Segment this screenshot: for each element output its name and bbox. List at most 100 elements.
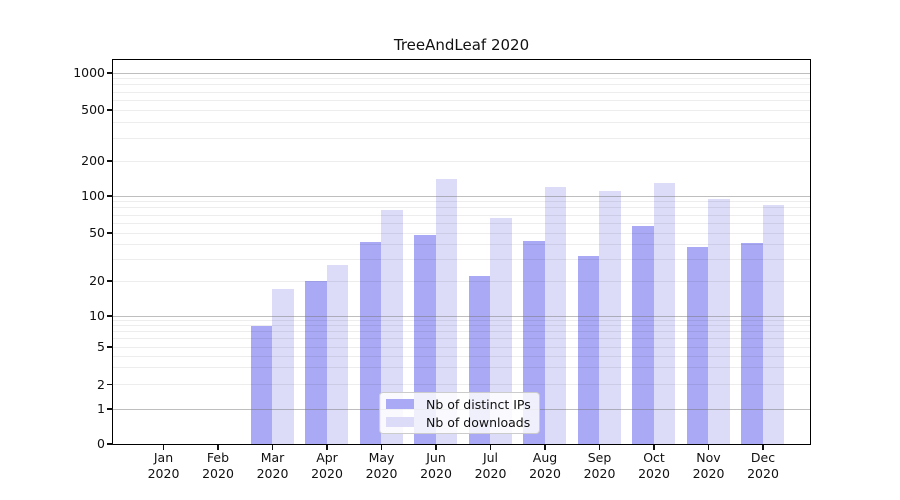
y-tick-mark-500 bbox=[107, 109, 113, 111]
y-tick-label-5: 5 bbox=[97, 339, 105, 354]
y-tick-label-100: 100 bbox=[81, 188, 105, 203]
y-tick-label-2: 2 bbox=[97, 376, 105, 392]
gridline-800 bbox=[113, 84, 810, 86]
x-tick-mark-mar bbox=[271, 445, 274, 450]
legend: Nb of distinct IPs Nb of downloads bbox=[379, 392, 540, 434]
y-tick-label-500: 500 bbox=[81, 102, 105, 117]
bar-downloads-may bbox=[381, 209, 403, 444]
bar-distinct-ips-apr bbox=[305, 281, 327, 444]
x-tick-label-aug: Aug 2020 bbox=[529, 450, 561, 481]
bar-downloads-oct bbox=[653, 182, 675, 444]
gridline-300 bbox=[113, 137, 810, 139]
x-tick-label-oct: Oct 2020 bbox=[638, 450, 670, 481]
y-tick-mark-20 bbox=[107, 280, 113, 282]
gridline-60 bbox=[113, 222, 810, 224]
bar-distinct-ips-mar bbox=[250, 325, 272, 444]
gridline-3 bbox=[113, 367, 810, 369]
x-tick-mark-oct bbox=[653, 445, 655, 450]
x-tick-label-sep: Sep 2020 bbox=[583, 450, 616, 481]
gridline-6 bbox=[113, 338, 810, 340]
gridline-50 bbox=[113, 232, 810, 234]
legend-swatch-downloads bbox=[386, 416, 414, 428]
bar-downloads-apr bbox=[326, 265, 348, 444]
gridline-500 bbox=[113, 109, 810, 111]
y-tick-mark-10 bbox=[107, 315, 113, 317]
gridline-600 bbox=[113, 99, 810, 101]
y-tick-label-1000: 1000 bbox=[73, 65, 105, 80]
gridline-9 bbox=[113, 320, 810, 322]
bar-distinct-ips-nov bbox=[686, 247, 708, 444]
gridline-5 bbox=[113, 346, 810, 348]
x-tick-label-jan: Jan 2020 bbox=[147, 450, 180, 481]
bar-distinct-ips-may bbox=[359, 242, 381, 444]
bar-downloads-jun bbox=[435, 179, 457, 444]
gridline-2 bbox=[113, 384, 810, 385]
y-tick-label-50: 50 bbox=[89, 225, 105, 240]
x-tick-mark-nov bbox=[707, 445, 710, 450]
plot-area bbox=[112, 59, 811, 445]
gridline-20 bbox=[113, 280, 810, 282]
bar-downloads-dec bbox=[762, 204, 784, 444]
legend-row-downloads: Nb of downloads bbox=[380, 413, 539, 431]
gridline-7 bbox=[113, 331, 810, 333]
y-tick-label-10: 10 bbox=[89, 308, 105, 323]
bar-downloads-sep bbox=[599, 190, 621, 444]
gridline-1000 bbox=[113, 72, 810, 74]
x-tick-mark-jan bbox=[162, 445, 165, 450]
y-tick-label-0: 0 bbox=[97, 436, 105, 451]
gridline-200 bbox=[113, 160, 810, 162]
legend-row-distinct-ips: Nb of distinct IPs bbox=[380, 395, 539, 413]
y-tick-mark-5 bbox=[107, 346, 113, 348]
x-tick-mark-apr bbox=[326, 445, 328, 450]
gridline-900 bbox=[113, 78, 810, 80]
y-tick-mark-0 bbox=[107, 443, 113, 445]
bar-downloads-jul bbox=[490, 218, 512, 444]
gridline-70 bbox=[113, 214, 810, 216]
x-tick-label-mar: Mar 2020 bbox=[256, 450, 289, 481]
gridline-4 bbox=[113, 355, 810, 357]
bar-distinct-ips-oct bbox=[632, 226, 654, 444]
y-tick-mark-1 bbox=[107, 408, 113, 410]
chart-title: TreeAndLeaf 2020 bbox=[393, 36, 530, 54]
bar-downloads-nov bbox=[708, 198, 730, 444]
gridline-80 bbox=[113, 207, 810, 209]
x-tick-mark-sep bbox=[598, 445, 601, 450]
x-tick-mark-feb bbox=[217, 445, 219, 450]
gridline-90 bbox=[113, 201, 810, 203]
legend-label-distinct-ips: Nb of distinct IPs bbox=[426, 396, 531, 412]
x-tick-mark-dec bbox=[762, 445, 764, 450]
gridline-700 bbox=[113, 91, 810, 93]
gridline-30 bbox=[113, 259, 810, 261]
x-tick-label-may: May 2020 bbox=[365, 450, 398, 481]
x-tick-label-feb: Feb 2020 bbox=[202, 450, 234, 481]
bar-distinct-ips-dec bbox=[741, 243, 763, 444]
y-tick-mark-200 bbox=[107, 160, 113, 162]
gridline-400 bbox=[113, 121, 810, 123]
bar-distinct-ips-sep bbox=[577, 256, 599, 444]
legend-swatch-distinct-ips bbox=[386, 398, 414, 410]
x-tick-mark-jun bbox=[435, 445, 437, 450]
gridline-10 bbox=[113, 315, 810, 317]
y-tick-mark-50 bbox=[107, 232, 113, 234]
y-tick-mark-1000 bbox=[107, 72, 113, 74]
x-tick-mark-may bbox=[380, 445, 383, 450]
y-tick-label-1: 1 bbox=[97, 401, 105, 416]
y-tick-label-20: 20 bbox=[89, 273, 105, 288]
bar-downloads-mar bbox=[272, 289, 294, 444]
bar-downloads-aug bbox=[544, 187, 566, 444]
x-tick-label-apr: Apr 2020 bbox=[311, 450, 343, 481]
gridline-40 bbox=[113, 244, 810, 246]
x-tick-label-nov: Nov 2020 bbox=[692, 450, 725, 481]
bar-distinct-ips-jun bbox=[414, 235, 436, 444]
y-tick-label-200: 200 bbox=[81, 153, 105, 168]
y-axis-labels: 0 1 2 5 10 20 50 100 200 500 1000 bbox=[0, 0, 105, 500]
legend-label-downloads: Nb of downloads bbox=[426, 414, 531, 430]
gridline-8 bbox=[113, 325, 810, 327]
x-tick-mark-jul bbox=[489, 445, 492, 450]
y-tick-mark-2 bbox=[107, 383, 113, 386]
gridline-100 bbox=[113, 195, 810, 197]
x-tick-label-dec: Dec 2020 bbox=[747, 450, 779, 481]
x-tick-label-jul: Jul 2020 bbox=[474, 450, 507, 481]
x-tick-label-jun: Jun 2020 bbox=[420, 450, 452, 481]
